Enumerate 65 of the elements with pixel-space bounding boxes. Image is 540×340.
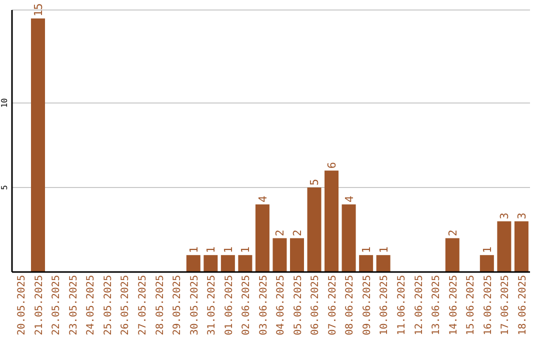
data-label: 2 — [274, 230, 287, 236]
x-tick-label: 16.06.2025 — [482, 275, 494, 336]
data-label: 2 — [290, 230, 304, 236]
data-label: 1 — [222, 246, 235, 254]
x-tick-label: 20.05.2025 — [16, 275, 28, 336]
x-tick-label: 08.06.2025 — [344, 275, 356, 336]
data-label: 1 — [480, 246, 494, 254]
x-tick-label: 01.06.2025 — [224, 275, 235, 336]
data-label: 4 — [342, 195, 356, 202]
bar — [497, 221, 512, 272]
x-tick-label: 26.05.2025 — [120, 275, 132, 336]
x-tick-label: 11.06.2025 — [396, 275, 408, 336]
x-tick-label: 22.05.2025 — [51, 275, 62, 336]
data-label: 1 — [360, 246, 374, 254]
data-label: 15 — [32, 3, 45, 16]
x-tick-label: 03.06.2025 — [258, 275, 270, 336]
bar — [359, 255, 374, 272]
x-tick-label: 14.06.2025 — [448, 275, 460, 336]
x-tick-label: 23.05.2025 — [68, 275, 80, 336]
data-label: 4 — [256, 195, 270, 202]
x-tick-label: 28.05.2025 — [154, 275, 166, 336]
bar — [290, 238, 304, 272]
bar — [324, 170, 339, 272]
x-tick-label: 29.05.2025 — [172, 275, 184, 336]
x-tick-label: 25.05.2025 — [102, 275, 114, 336]
x-tick-label: 21.05.2025 — [34, 275, 45, 336]
data-label: 1 — [239, 246, 252, 254]
x-tick-label: 31.05.2025 — [206, 275, 218, 336]
bar — [480, 255, 494, 272]
bar — [376, 255, 390, 272]
x-tick-label: 30.05.2025 — [189, 275, 200, 336]
bar — [204, 255, 218, 272]
x-tick-label: 09.06.2025 — [362, 275, 373, 336]
bar — [255, 204, 270, 272]
x-tick-label: 18.06.2025 — [517, 275, 528, 336]
x-tick-label: 27.05.2025 — [138, 275, 148, 336]
data-label: 1 — [187, 246, 200, 254]
data-label: 5 — [308, 178, 322, 186]
x-tick-label: 05.06.2025 — [292, 275, 304, 336]
bar — [342, 204, 356, 272]
x-tick-label: 15.06.2025 — [466, 275, 477, 336]
bar — [186, 255, 200, 272]
x-tick-label: 17.06.2025 — [500, 275, 512, 336]
bar — [30, 18, 45, 272]
y-tick-label: 10 — [0, 98, 9, 108]
x-tick-label: 13.06.2025 — [431, 275, 442, 336]
x-tick-label: 10.06.2025 — [379, 275, 390, 336]
bar — [220, 255, 235, 272]
data-label: 1 — [377, 246, 390, 254]
x-tick-label: 04.06.2025 — [276, 275, 287, 336]
x-tick-label: 12.06.2025 — [414, 275, 425, 336]
bar — [514, 221, 528, 272]
bar — [307, 187, 322, 272]
data-label: 1 — [204, 246, 218, 254]
bar — [272, 238, 287, 272]
x-tick-label: 24.05.2025 — [86, 275, 97, 336]
x-tick-label: 02.06.2025 — [241, 275, 252, 336]
data-label: 2 — [446, 230, 460, 236]
x-tick-label: 06.06.2025 — [310, 275, 322, 336]
bar — [445, 238, 460, 272]
x-tick-label: 07.06.2025 — [327, 275, 338, 336]
data-label: 6 — [326, 162, 339, 169]
data-label: 3 — [498, 212, 512, 220]
data-label: 3 — [515, 212, 528, 220]
bar — [238, 255, 252, 272]
